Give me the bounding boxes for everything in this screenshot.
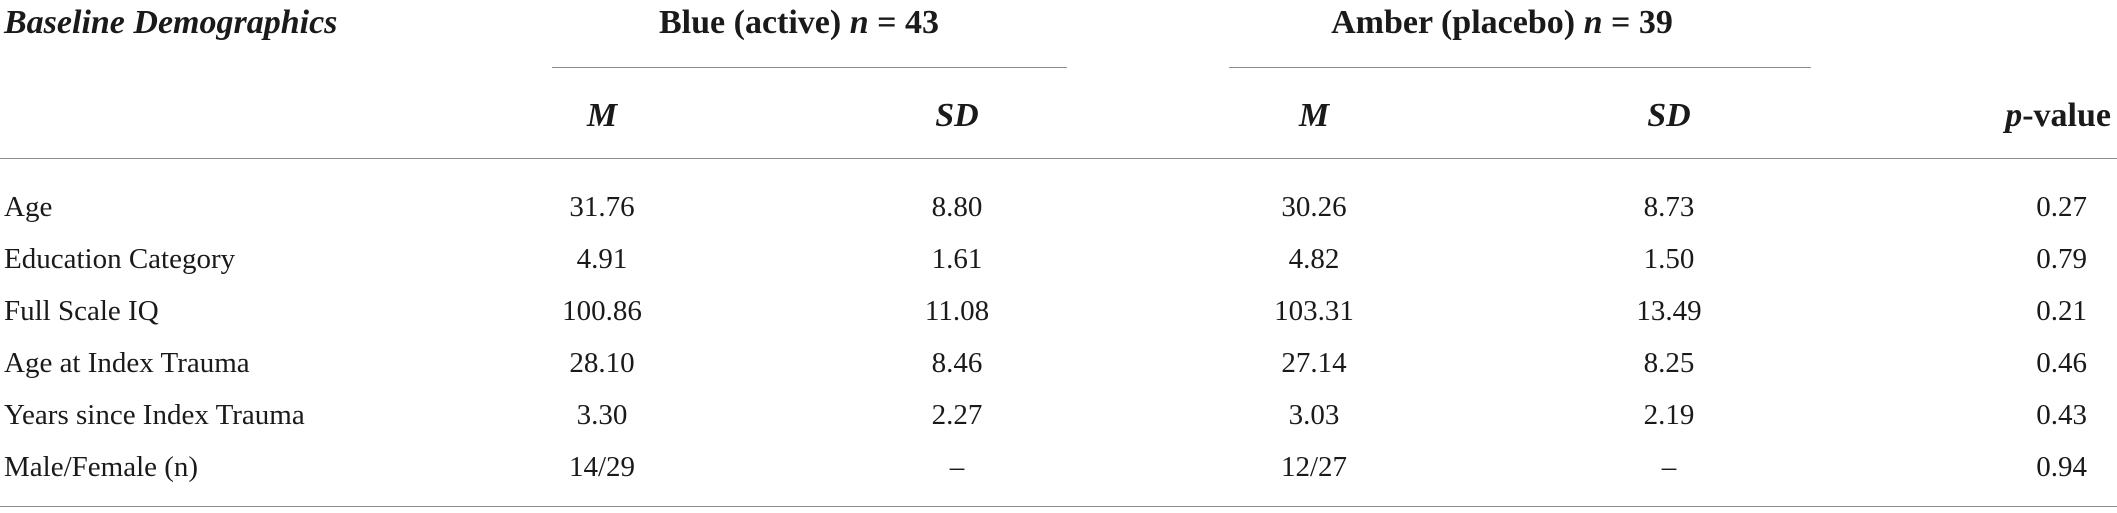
cell-blue-m: 4.91 <box>576 243 628 275</box>
cell-blue-m: 31.76 <box>569 191 635 223</box>
cell-amber-sd: 8.25 <box>1643 347 1695 379</box>
cell-p-value: 0.21 <box>2036 295 2087 327</box>
n-symbol: n <box>1583 4 1603 41</box>
table-bottom-rule <box>0 506 2117 507</box>
table-row: Full Scale IQ 100.86 11.08 103.31 13.49 … <box>0 297 2117 349</box>
table-row: Years since Index Trauma 3.30 2.27 3.03 … <box>0 401 2117 453</box>
cell-amber-m: 27.14 <box>1281 347 1347 379</box>
row-label: Full Scale IQ <box>4 295 159 327</box>
n-symbol: n <box>849 4 869 41</box>
table-title: Baseline Demographics <box>4 4 338 41</box>
cell-blue-sd: 1.61 <box>931 243 983 275</box>
group-label: Amber (placebo) <box>1331 4 1576 41</box>
row-label: Education Category <box>4 243 236 275</box>
table-row: Age at Index Trauma 28.10 8.46 27.14 8.2… <box>0 349 2117 401</box>
cell-blue-sd: 11.08 <box>924 295 990 327</box>
n-value: = 39 <box>1602 4 1673 41</box>
cell-blue-m: 3.30 <box>576 399 628 431</box>
cell-blue-m: 14/29 <box>568 451 636 483</box>
subheader-blue-m: M <box>586 97 618 134</box>
subheader-p-value: p-value <box>2005 99 2111 133</box>
cell-amber-sd: 1.50 <box>1643 243 1695 275</box>
cell-amber-m: 3.03 <box>1288 399 1340 431</box>
row-label: Age at Index Trauma <box>4 347 250 379</box>
cell-blue-m: 100.86 <box>562 295 642 327</box>
cell-p-value: 0.43 <box>2036 399 2087 431</box>
row-label: Age <box>4 191 53 223</box>
cell-amber-m: 103.31 <box>1274 295 1354 327</box>
cell-p-value: 0.79 <box>2036 243 2087 275</box>
cell-amber-m: 12/27 <box>1280 451 1348 483</box>
cell-blue-sd: 8.46 <box>931 347 983 379</box>
cell-amber-sd: 8.73 <box>1643 191 1695 223</box>
header-bottom-rule <box>0 158 2117 159</box>
group-header-blue: Blue (active) n = 43 <box>659 6 939 40</box>
group-rule-amber <box>1229 67 1811 68</box>
subheader-amber-m: M <box>1298 97 1330 134</box>
cell-amber-sd: 2.19 <box>1643 399 1695 431</box>
cell-blue-m: 28.10 <box>569 347 635 379</box>
row-label: Male/Female (n) <box>4 451 199 483</box>
cell-blue-sd: – <box>949 451 965 483</box>
cell-blue-sd: 8.80 <box>931 191 983 223</box>
cell-amber-sd: – <box>1661 451 1677 483</box>
cell-p-value: 0.94 <box>2036 451 2087 483</box>
group-label: Blue (active) <box>658 4 842 41</box>
cell-amber-m: 30.26 <box>1281 191 1347 223</box>
subheader-blue-sd: SD <box>935 97 979 134</box>
cell-blue-sd: 2.27 <box>931 399 983 431</box>
cell-amber-m: 4.82 <box>1288 243 1340 275</box>
group-rule-blue <box>552 67 1067 68</box>
cell-amber-sd: 13.49 <box>1636 295 1702 327</box>
cell-p-value: 0.27 <box>2036 191 2087 223</box>
table-row: Education Category 4.91 1.61 4.82 1.50 0… <box>0 245 2117 297</box>
table-row: Age 31.76 8.80 30.26 8.73 0.27 <box>0 193 2117 245</box>
n-value: = 43 <box>868 4 940 41</box>
row-label: Years since Index Trauma <box>4 399 305 431</box>
cell-p-value: 0.46 <box>2036 347 2087 379</box>
p-value-suffix: -value <box>2022 97 2111 134</box>
p-symbol: p <box>2005 97 2023 134</box>
group-header-amber: Amber (placebo) n = 39 <box>1331 6 1673 40</box>
subheader-amber-sd: SD <box>1647 97 1691 134</box>
table-row: Male/Female (n) 14/29 – 12/27 – 0.94 <box>0 453 2117 505</box>
